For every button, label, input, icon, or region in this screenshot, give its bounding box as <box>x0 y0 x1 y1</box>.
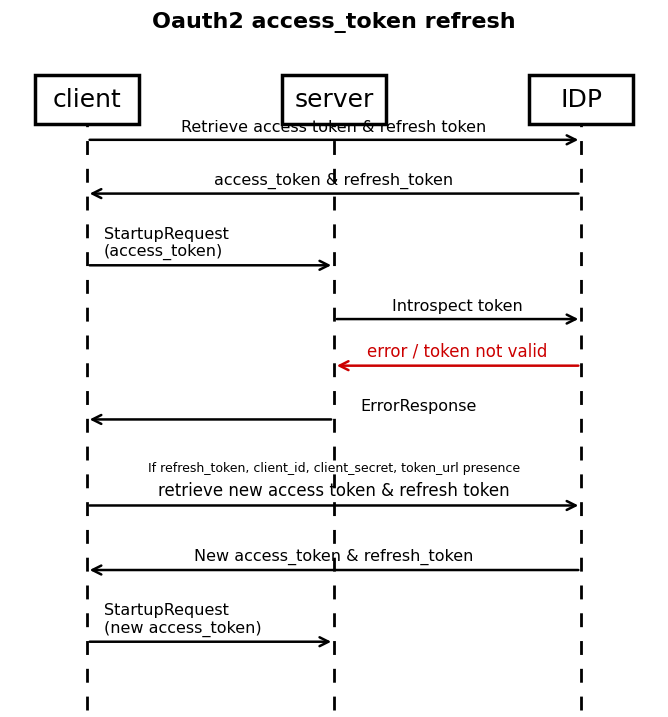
Text: Retrieve access token & refresh token: Retrieve access token & refresh token <box>182 120 486 135</box>
Text: access_token & refresh_token: access_token & refresh_token <box>214 172 454 189</box>
FancyBboxPatch shape <box>35 75 139 124</box>
Text: error / token not valid: error / token not valid <box>367 343 548 361</box>
Text: StartupRequest
(new access_token): StartupRequest (new access_token) <box>104 603 261 637</box>
Text: client: client <box>53 87 121 112</box>
Text: New access_token & refresh_token: New access_token & refresh_token <box>194 549 474 565</box>
Text: IDP: IDP <box>560 87 602 112</box>
Text: ErrorResponse: ErrorResponse <box>361 399 477 414</box>
FancyBboxPatch shape <box>529 75 633 124</box>
Text: server: server <box>295 87 373 112</box>
Text: Introspect token: Introspect token <box>392 299 523 314</box>
Text: StartupRequest
(access_token): StartupRequest (access_token) <box>104 227 228 260</box>
Text: Oauth2 access_token refresh: Oauth2 access_token refresh <box>152 12 516 34</box>
Text: retrieve new access token & refresh token: retrieve new access token & refresh toke… <box>158 483 510 500</box>
FancyBboxPatch shape <box>283 75 386 124</box>
Text: If refresh_token, client_id, client_secret, token_url presence: If refresh_token, client_id, client_secr… <box>148 462 520 475</box>
